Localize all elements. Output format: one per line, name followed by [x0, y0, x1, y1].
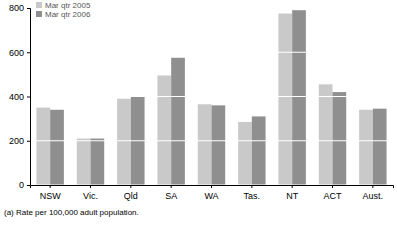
- bar: [171, 58, 185, 185]
- tick-label: Vic.: [83, 191, 98, 201]
- legend-swatch: [36, 11, 42, 17]
- bars: [36, 10, 386, 185]
- tick-label: 800: [9, 3, 24, 13]
- x-axis: NSW Vic. Qld SA WA Tas. NT ACT Aust.: [31, 185, 394, 201]
- bar: [77, 139, 91, 185]
- tick-label: SA: [165, 191, 177, 201]
- bar: [212, 105, 226, 185]
- tick: 600: [9, 48, 30, 58]
- bar: [278, 14, 292, 185]
- tick-mark: [251, 185, 252, 188]
- bar: [157, 75, 171, 185]
- tick: 200: [9, 136, 30, 146]
- tick-label: NT: [286, 191, 298, 201]
- tick: 800: [9, 3, 30, 13]
- tick: 400: [9, 92, 30, 102]
- tick-mark: [27, 97, 30, 98]
- footnote: (a) Rate per 100,000 adult population.: [4, 208, 139, 217]
- tick-label: Tas.: [244, 191, 261, 201]
- tick-label: 600: [9, 48, 24, 58]
- bar: [359, 110, 373, 185]
- legend-label: Mar qtr 2006: [45, 10, 91, 19]
- bar: [117, 99, 131, 185]
- grid-line: [30, 96, 393, 97]
- legend: Mar qtr 2005Mar qtr 2006: [36, 1, 91, 19]
- tick: SA: [165, 185, 177, 201]
- tick-label: Qld: [124, 191, 138, 201]
- bar: [373, 109, 387, 185]
- tick-mark: [372, 185, 373, 188]
- tick: NSW: [40, 185, 62, 201]
- tick: 0: [19, 180, 30, 190]
- tick-label: WA: [204, 191, 218, 201]
- plot-area: 0 200 400 600 800 NSW Vic. Qld SA WA Tas. NT ACT Aust…: [9, 1, 394, 201]
- series: [50, 10, 386, 185]
- tick: Qld: [124, 185, 138, 201]
- tick-mark: [27, 8, 30, 9]
- series: [36, 14, 372, 185]
- tick: ACT: [324, 185, 343, 201]
- axis-line: [31, 186, 394, 189]
- grid: [30, 8, 393, 185]
- legend-entry: Mar qtr 2006: [36, 10, 91, 19]
- tick-mark: [130, 185, 131, 188]
- bar: [292, 10, 306, 185]
- tick-label: Aust.: [363, 191, 384, 201]
- grid-line: [30, 140, 393, 141]
- bar: [36, 108, 50, 185]
- tick-label: 200: [9, 136, 24, 146]
- bar: [333, 92, 347, 185]
- tick-mark: [27, 52, 30, 53]
- tick-mark: [171, 185, 172, 188]
- bar: [238, 122, 252, 185]
- axis-line: [27, 9, 31, 186]
- bar: [319, 84, 333, 185]
- y-axis: 0 200 400 600 800: [9, 3, 31, 190]
- tick: Aust.: [363, 185, 384, 201]
- tick-label: 400: [9, 92, 24, 102]
- tick-label: NSW: [40, 191, 62, 201]
- bar: [252, 116, 266, 185]
- tick: WA: [204, 185, 218, 201]
- tick-label: 0: [19, 180, 24, 190]
- tick-mark: [211, 185, 212, 188]
- tick-label: ACT: [324, 191, 343, 201]
- tick-mark: [90, 185, 91, 188]
- tick-mark: [27, 141, 30, 142]
- tick-mark: [27, 185, 30, 186]
- tick-mark: [292, 185, 293, 188]
- tick: NT: [286, 185, 298, 201]
- legend-entry: Mar qtr 2005: [36, 1, 91, 10]
- tick-mark: [332, 185, 333, 188]
- tick: Tas.: [244, 185, 261, 201]
- legend-label: Mar qtr 2005: [45, 1, 91, 10]
- bar: [91, 139, 105, 185]
- grid-line: [30, 52, 393, 53]
- tick: Vic.: [83, 185, 98, 201]
- chart: 0 200 400 600 800 NSW Vic. Qld SA WA Tas. NT ACT Aust…: [0, 0, 397, 227]
- bar: [198, 104, 212, 185]
- tick-mark: [50, 185, 51, 188]
- bar: [50, 110, 64, 185]
- legend-swatch: [36, 2, 42, 8]
